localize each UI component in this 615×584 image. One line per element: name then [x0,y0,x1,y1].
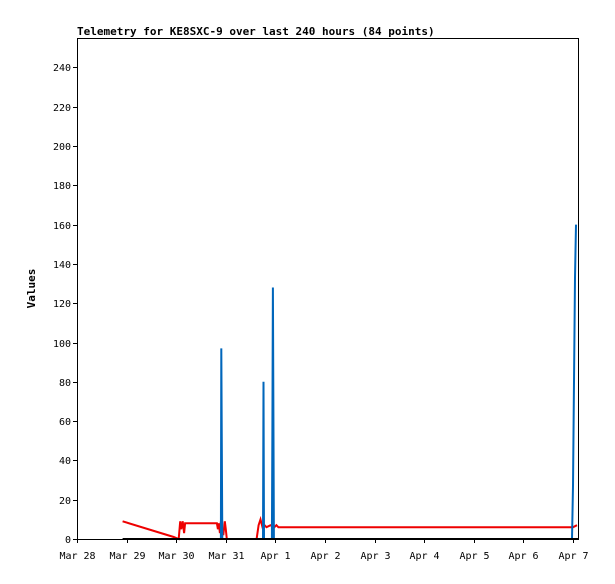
x-tick-label: Mar 30 [158,551,194,562]
y-tick-label: 40 [59,456,71,467]
x-axis: Mar 28 Mar 29 Mar 30 Mar 31 Apr 1 Apr 2 Apr 3 A… [59,539,589,562]
y-tick-label: 20 [59,496,71,507]
y-axis-label: Values [25,269,38,309]
x-tick-label: Apr 7 [558,551,588,562]
series-line-1 [219,224,577,540]
y-tick-label: 60 [59,417,71,428]
x-tick-label: Apr 5 [459,551,489,562]
y-tick-label: 0 [65,535,71,546]
series-layer [122,224,578,541]
x-tick-label: Mar 29 [109,551,145,562]
x-tick-label: Apr 2 [310,551,340,562]
y-tick-label: 220 [53,103,71,114]
y-tick-label: 100 [53,339,71,350]
plot-area [77,38,579,540]
chart-title: Telemetry for KE8SXC-9 over last 240 hou… [77,25,435,38]
y-tick-label: 140 [53,260,71,271]
x-tick-label: Apr 1 [260,551,290,562]
x-tick-label: Mar 31 [208,551,244,562]
x-tick-label: Apr 4 [409,551,439,562]
y-tick-label: 80 [59,378,71,389]
y-tick-label: 120 [53,299,71,310]
x-tick-label: Apr 3 [360,551,390,562]
y-tick-label: 200 [53,142,71,153]
series-line-0 [122,515,578,541]
y-axis: 0 20 40 60 80 100 120 140 160 180 200 220 240 [53,63,77,546]
y-tick-label: 160 [53,221,71,232]
x-tick-label: Mar 28 [59,551,95,562]
x-tick-label: Apr 6 [508,551,538,562]
y-tick-label: 240 [53,63,71,74]
y-tick-label: 180 [53,181,71,192]
